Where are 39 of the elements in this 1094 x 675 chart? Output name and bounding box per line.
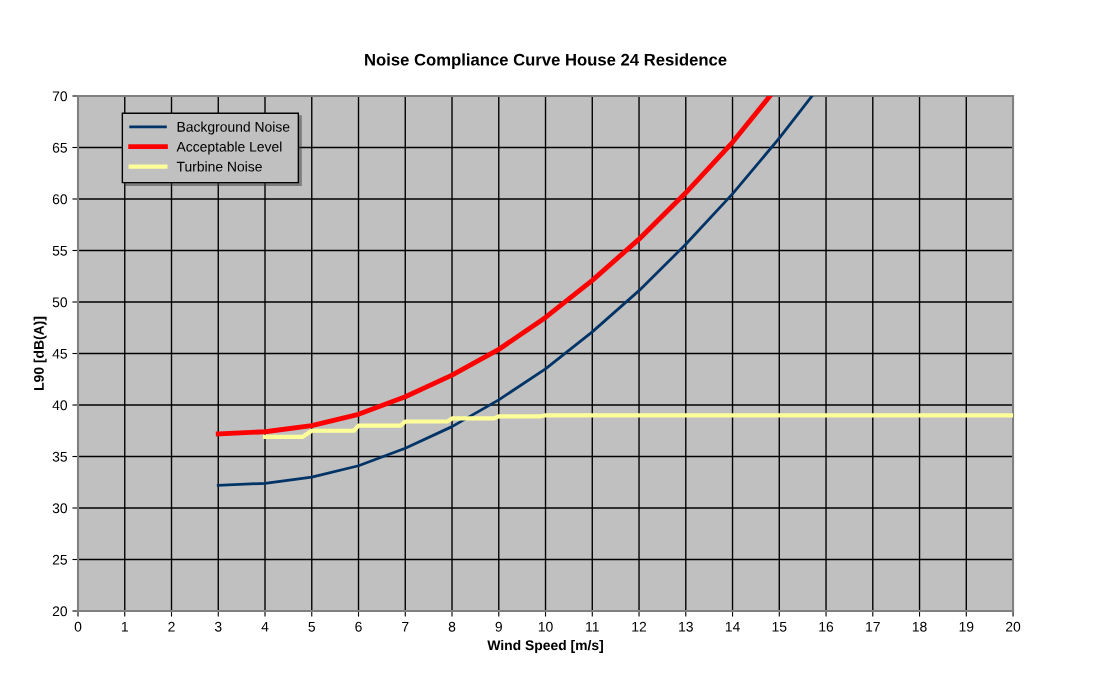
y-tick-label: 45 <box>52 348 67 359</box>
y-tick-label: 35 <box>52 451 67 462</box>
x-tick-label: 1 <box>121 621 128 632</box>
x-tick-label: 16 <box>819 621 834 632</box>
chart-title: Noise Compliance Curve House 24 Residence <box>365 53 727 69</box>
x-tick-label: 5 <box>308 621 316 632</box>
x-tick-label: 7 <box>402 621 409 632</box>
y-tick-label: 70 <box>52 91 68 102</box>
x-tick-label: 20 <box>1006 621 1021 632</box>
y-tick-label: 50 <box>52 297 68 308</box>
x-tick-label: 2 <box>168 621 175 632</box>
y-tick-label: 25 <box>52 554 67 565</box>
x-tick-label: 19 <box>959 621 974 632</box>
legend-label: Acceptable Level <box>176 141 282 155</box>
x-tick-label: 17 <box>866 621 880 632</box>
y-tick-label: 20 <box>52 606 68 617</box>
x-tick-label: 10 <box>538 621 553 632</box>
x-axis-title: Wind Speed [m/s] <box>487 639 603 653</box>
legend-label: Background Noise <box>177 121 290 135</box>
x-tick-label: 13 <box>679 621 693 632</box>
x-tick-label: 14 <box>725 621 740 632</box>
x-tick-label: 0 <box>74 621 82 632</box>
x-tick-label: 11 <box>586 621 599 632</box>
x-tick-label: 18 <box>912 621 927 632</box>
y-tick-label: 30 <box>52 503 68 514</box>
line-series <box>262 413 1014 440</box>
x-tick-label: 9 <box>495 621 502 632</box>
x-tick-label: 6 <box>355 621 362 632</box>
x-tick-label: 3 <box>214 621 222 632</box>
x-tick-label: 12 <box>632 621 647 632</box>
y-tick-label: 55 <box>52 245 67 256</box>
x-tick-label: 15 <box>772 621 787 632</box>
x-tick-label: 8 <box>448 621 456 632</box>
legend-label: Turbine Noise <box>176 161 262 172</box>
x-tick-label: 4 <box>261 621 269 632</box>
y-tick-label: 40 <box>52 400 68 411</box>
y-axis-title: L90 [dB(A)] <box>33 316 47 390</box>
y-tick-label: 60 <box>52 194 68 205</box>
y-tick-label: 65 <box>52 142 67 153</box>
